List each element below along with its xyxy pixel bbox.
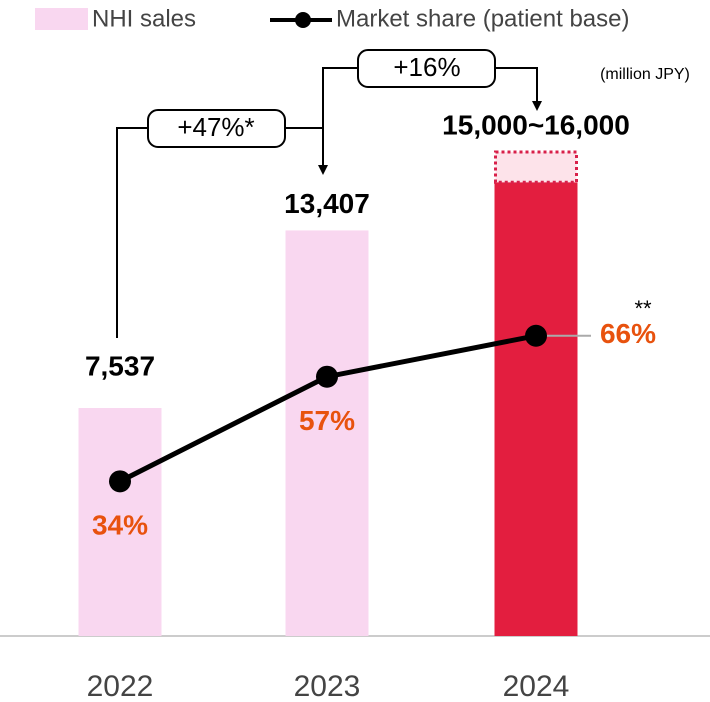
- x-tick-label: 2023: [294, 670, 361, 702]
- line-marker: [316, 365, 338, 388]
- x-tick-label: 2024: [503, 670, 570, 702]
- legend-label: NHI sales: [92, 5, 196, 32]
- line-value-label: 34%: [92, 510, 148, 541]
- bar-range: [494, 150, 578, 184]
- line-marker: [525, 324, 547, 347]
- line-value-label: 66%: [600, 318, 656, 349]
- footnote-mark: **: [634, 296, 652, 321]
- growth-brackets: [116, 49, 542, 338]
- bar: [285, 230, 369, 637]
- line-value-label: 57%: [299, 405, 355, 436]
- bar-value-label: 7,537: [85, 350, 155, 381]
- bar: [78, 408, 162, 636]
- x-tick-label: 2022: [87, 670, 154, 702]
- unit-note: (million JPY): [600, 66, 690, 83]
- growth-label: +16%: [393, 52, 460, 82]
- growth-label: +47%*: [177, 112, 254, 142]
- line-marker: [109, 470, 131, 493]
- bar: [494, 182, 578, 636]
- legend-swatch: [35, 8, 88, 30]
- legend-label: Market share (patient base): [336, 5, 629, 32]
- bar-value-label: 13,407: [284, 188, 370, 219]
- legend-marker: [295, 12, 311, 28]
- bar-value-label: 15,000~16,000: [442, 109, 630, 140]
